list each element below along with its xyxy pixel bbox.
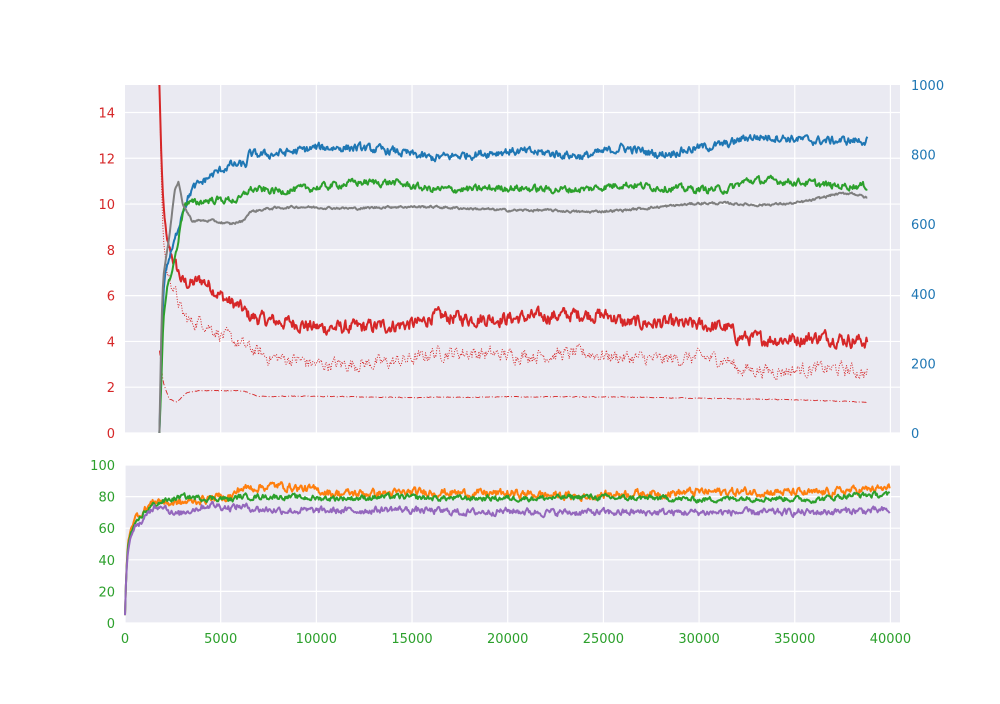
bottom-y-tick-label: 40 <box>98 554 115 569</box>
bottom-panel: 0 5000 10000 15000 20000 25000 30000 35000 40000… <box>90 459 911 647</box>
bottom-y-tick-label: 100 <box>90 459 115 474</box>
bottom-y-tick-label: 60 <box>98 522 115 537</box>
bottom-y-tick-label: 20 <box>98 585 115 600</box>
left-y-tick-label: 14 <box>98 106 115 121</box>
top-plot-background <box>125 85 900 433</box>
series-line-green <box>158 174 868 433</box>
left-y-tick-label: 10 <box>98 198 115 213</box>
bottom-x-tick-label: 20000 <box>487 632 528 647</box>
right-y-tick-label: 1000 <box>911 79 944 94</box>
right-y-tick-label: 0 <box>911 427 919 442</box>
series-line-blue <box>158 134 869 433</box>
bottom-x-tick-label: 15000 <box>391 632 432 647</box>
series-line-red-solid <box>158 85 869 350</box>
series-line-red-dashdot <box>158 350 868 404</box>
bottom-x-tick-label: 35000 <box>774 632 815 647</box>
series-line-orange <box>124 481 891 616</box>
left-y-tick-label: 8 <box>107 244 115 259</box>
top-series-group <box>158 85 869 433</box>
right-y-tick-label: 200 <box>911 357 936 372</box>
bottom-y-tick-label: 0 <box>107 617 115 632</box>
right-y-tick-label: 600 <box>911 218 936 233</box>
bottom-x-tick-label: 5000 <box>204 632 237 647</box>
top-panel: 0 2 4 6 8 10 12 14 0 200 400 600 800 1000 <box>98 79 944 442</box>
bottom-x-tick-label: 0 <box>121 632 129 647</box>
left-y-tick-label: 12 <box>98 152 115 167</box>
bottom-x-tick-label: 10000 <box>296 632 337 647</box>
left-y-tick-label: 6 <box>107 290 115 305</box>
series-line-red-dotted <box>158 85 868 381</box>
left-y-tick-label: 4 <box>107 335 115 350</box>
bottom-x-tick-label: 40000 <box>870 632 911 647</box>
right-y-tick-label: 800 <box>911 149 936 164</box>
right-y-tick-label: 400 <box>911 288 936 303</box>
series-line-green <box>124 490 891 616</box>
bottom-x-tick-label: 30000 <box>678 632 719 647</box>
left-y-tick-label: 0 <box>107 427 115 442</box>
bottom-x-tick-label: 25000 <box>583 632 624 647</box>
series-line-gray <box>158 180 868 433</box>
series-line-purple <box>124 501 891 616</box>
left-y-tick-label: 2 <box>107 381 115 396</box>
bottom-y-tick-label: 80 <box>98 491 115 506</box>
